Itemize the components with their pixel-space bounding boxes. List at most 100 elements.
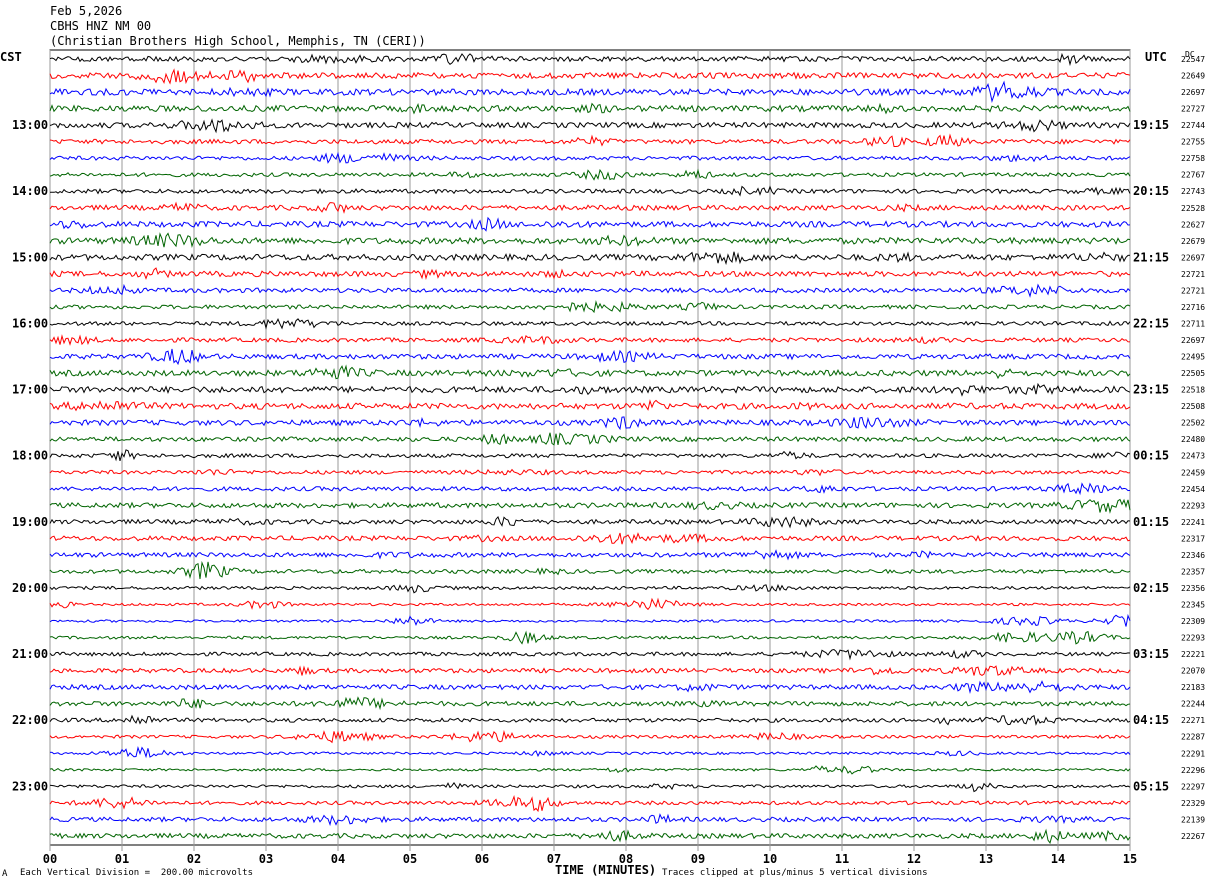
x-tick-label: 03 [259,852,273,866]
dc-offset-label: 22221 [1181,650,1205,659]
dc-offset-label: 22518 [1181,386,1205,395]
dc-offset-label: 22744 [1181,121,1205,130]
dc-offset-label: 22480 [1181,435,1205,444]
seismic-trace [49,348,1131,366]
dc-offset-label: 22721 [1181,270,1205,279]
seismic-trace [49,364,1131,380]
clip-note: Traces clipped at plus/minus 5 vertical … [662,868,928,878]
left-hour-label: 16:00 [12,316,48,330]
right-hour-label: 02:15 [1133,581,1169,595]
seismic-trace [49,468,1131,477]
left-hour-label: 23:00 [12,779,48,793]
dc-offset-label: 22711 [1181,319,1205,328]
dc-offset-label: 22287 [1181,733,1205,742]
seismic-trace [49,482,1131,496]
left-hour-label: 15:00 [12,250,48,264]
seismic-trace [49,201,1131,214]
seismic-trace [49,794,1131,813]
seismic-trace [49,696,1131,711]
right-hour-label: 19:15 [1133,118,1169,132]
seismic-trace [49,382,1131,397]
dc-offset-label: 22293 [1181,634,1205,643]
seismic-trace [49,80,1131,103]
seismic-trace [49,613,1131,627]
dc-offset-label: 22716 [1181,303,1205,312]
right-hour-label: 01:15 [1133,515,1169,529]
dc-offset-label: 22528 [1181,204,1205,213]
seismic-trace [49,765,1131,775]
x-tick-label: 04 [331,852,345,866]
dc-offset-label: 22291 [1181,749,1205,758]
dc-offset-label: 22697 [1181,88,1205,97]
left-timezone-label: CST [0,50,22,64]
x-tick-label: 11 [835,852,849,866]
left-hour-label: 22:00 [12,713,48,727]
scale-note: Each Vertical Division = 200.00 microvol… [20,868,253,878]
seismic-trace [49,583,1131,594]
right-timezone-label: UTC [1145,50,1167,64]
header-station: CBHS HNZ NM 00 [50,19,152,33]
right-hour-label: 20:15 [1133,184,1169,198]
left-hour-label: 18:00 [12,449,48,463]
corner-mark: A [2,869,8,879]
seismic-trace [49,630,1131,645]
seismic-trace [49,714,1131,726]
plot-frame [49,49,1131,846]
x-tick-label: 01 [115,852,129,866]
seismic-trace [49,432,1131,446]
seismic-trace [49,813,1131,827]
seismic-trace [49,151,1131,164]
dc-label: DC [1185,50,1195,59]
dc-offset-label: 22758 [1181,154,1205,163]
seismic-trace [49,449,1131,462]
dc-offset-label: 22697 [1181,253,1205,262]
x-tick-label: 10 [763,852,777,866]
seismic-trace [49,648,1131,661]
dc-offset-label: 22743 [1181,187,1205,196]
seismic-trace [49,532,1131,545]
seismic-trace [49,318,1131,330]
seismic-trace [49,399,1131,412]
seismic-trace [49,828,1131,845]
x-tick-label: 14 [1051,852,1065,866]
seismic-trace [49,416,1131,431]
dc-offset-label: 22139 [1181,815,1205,824]
dc-offset-label: 22241 [1181,518,1205,527]
seismic-trace [49,560,1131,580]
seismic-trace [49,251,1131,266]
dc-offset-label: 22296 [1181,766,1205,775]
seismic-trace [49,729,1131,744]
seismic-trace [49,216,1131,232]
dc-offset-label: 22502 [1181,419,1205,428]
x-tick-label: 06 [475,852,489,866]
dc-offset-label: 22356 [1181,584,1205,593]
seismic-trace [49,597,1131,611]
right-hour-label: 21:15 [1133,250,1169,264]
right-hour-label: 04:15 [1133,713,1169,727]
seismic-trace [49,549,1131,561]
left-hour-label: 17:00 [12,383,48,397]
left-hour-label: 19:00 [12,515,48,529]
dc-offset-label: 22459 [1181,468,1205,477]
seismic-trace [49,118,1131,134]
dc-offset-label: 22505 [1181,369,1205,378]
seismic-trace [49,498,1131,514]
dc-offset-label: 22547 [1181,55,1205,64]
header-location: (Christian Brothers High School, Memphis… [50,34,426,48]
x-tick-label: 07 [547,852,561,866]
right-hour-label: 22:15 [1133,316,1169,330]
dc-offset-label: 22271 [1181,716,1205,725]
seismic-trace [49,52,1131,67]
seismic-trace [49,185,1131,197]
seismic-trace [49,515,1131,529]
seismic-trace [49,133,1131,147]
dc-offset-label: 22317 [1181,534,1205,543]
right-hour-label: 05:15 [1133,779,1169,793]
x-tick-label: 09 [691,852,705,866]
seismic-trace [49,680,1131,694]
dc-offset-label: 22070 [1181,667,1205,676]
left-hour-label: 14:00 [12,184,48,198]
seismic-trace [49,267,1131,281]
x-axis-label: TIME (MINUTES) [555,863,657,877]
